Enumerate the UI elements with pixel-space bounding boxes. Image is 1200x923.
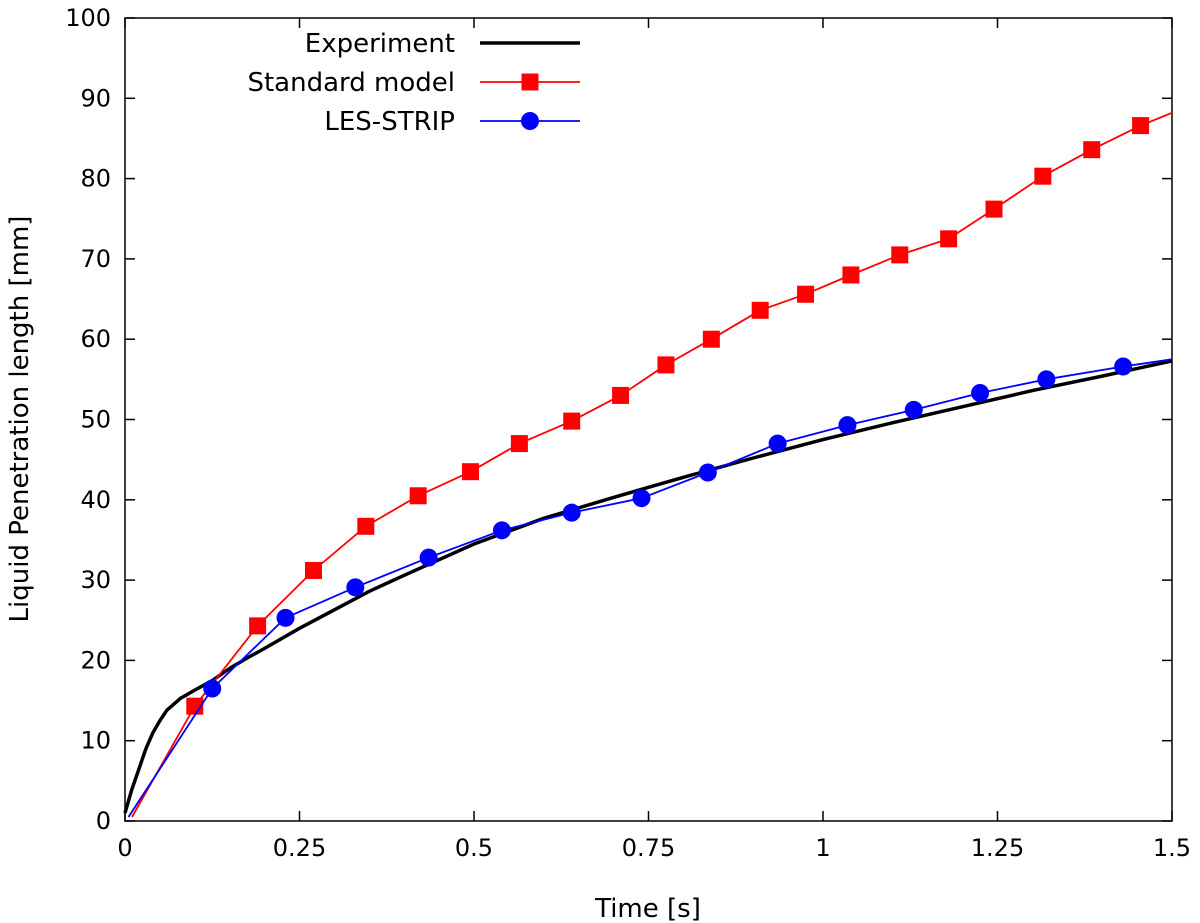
series-standard-model	[131, 111, 1173, 818]
y-tick-label: 30	[80, 566, 111, 594]
data-point	[419, 548, 438, 567]
data-point	[492, 521, 511, 540]
data-point	[751, 301, 769, 319]
data-point	[462, 463, 480, 481]
data-point	[702, 330, 720, 348]
data-point	[1083, 141, 1101, 159]
y-tick-label: 40	[80, 486, 111, 514]
plot-frame	[124, 17, 1173, 822]
data-point	[563, 412, 581, 430]
y-tick-label: 0	[96, 807, 111, 835]
legend-marker	[521, 73, 539, 91]
data-point	[276, 608, 295, 627]
data-point	[562, 503, 581, 522]
series-layer	[123, 111, 1173, 818]
data-point	[510, 435, 528, 453]
y-tick-label: 10	[80, 727, 111, 755]
data-point	[842, 266, 860, 284]
data-point	[304, 561, 322, 579]
data-point	[838, 416, 857, 435]
data-point	[768, 434, 787, 453]
data-point	[249, 617, 267, 635]
x-tick-label: 0.5	[455, 834, 493, 862]
series-line	[123, 359, 1173, 814]
data-point	[203, 679, 222, 698]
series-experiment	[123, 359, 1173, 814]
legend-marker	[521, 112, 539, 130]
data-point	[1034, 167, 1052, 185]
y-tick-label: 80	[80, 165, 111, 193]
data-point	[698, 463, 717, 482]
data-point	[904, 400, 923, 419]
series-line	[131, 111, 1173, 818]
y-tick-label: 50	[80, 406, 111, 434]
legend: Experiment Standard model LES-STRIP	[247, 29, 580, 137]
y-tick-label: 90	[80, 84, 111, 112]
y-tick-label: 100	[65, 4, 111, 32]
data-point	[971, 384, 990, 403]
data-point	[346, 578, 365, 597]
series-line	[127, 358, 1173, 818]
y-tick-label: 60	[80, 325, 111, 353]
data-point	[657, 356, 675, 374]
y-tick-label: 70	[80, 245, 111, 273]
x-tick-label: 1.5	[1153, 834, 1191, 862]
legend-label: LES-STRIP	[324, 107, 455, 137]
series-les-strip	[127, 357, 1173, 818]
data-point	[1132, 117, 1150, 135]
x-tick-label: 1	[815, 834, 830, 862]
x-tick-label: 1.25	[971, 834, 1024, 862]
data-point	[632, 489, 651, 508]
data-point	[797, 285, 815, 303]
data-point	[409, 487, 427, 505]
data-point	[612, 386, 630, 404]
x-tick-label: 0	[117, 834, 132, 862]
y-axis: 0 10 20 30 40 50 60 70 80 90 100	[65, 4, 1172, 835]
data-point	[1114, 357, 1133, 376]
data-point	[891, 246, 909, 264]
y-tick-label: 20	[80, 646, 111, 674]
legend-label: Standard model	[247, 68, 455, 98]
data-point	[357, 517, 375, 535]
x-axis: 0 0.25 0.5 0.75 1 1.25 1.5	[117, 18, 1191, 862]
legend-label: Experiment	[305, 29, 455, 59]
x-tick-label: 0.25	[273, 834, 326, 862]
x-tick-label: 0.75	[622, 834, 675, 862]
data-point	[985, 200, 1003, 218]
data-point	[940, 230, 958, 248]
y-axis-label: Liquid Penetration length [mm]	[5, 216, 35, 623]
x-axis-label: Time [s]	[594, 894, 701, 923]
data-point	[1037, 370, 1056, 389]
